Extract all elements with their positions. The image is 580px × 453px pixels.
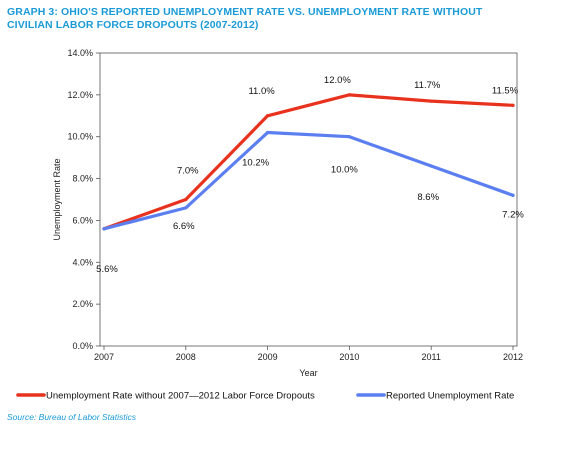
x-tick-label: 2007 (94, 352, 114, 362)
y-tick-label: 4.0% (72, 257, 93, 267)
series-0-point (511, 103, 515, 107)
y-tick-label: 14.0% (67, 48, 93, 58)
data-label: 12.0% (324, 75, 351, 86)
chart-title: GRAPH 3: OHIO'S REPORTED UNEMPLOYMENT RA… (7, 6, 527, 32)
series-1-point (184, 206, 188, 210)
y-tick-label: 8.0% (72, 174, 93, 184)
y-tick-label: 10.0% (67, 132, 93, 142)
y-tick-label: 12.0% (67, 90, 93, 100)
y-axis-label: Unemployment Rate (52, 158, 62, 240)
series-line-1 (102, 130, 515, 231)
data-label: 6.6% (173, 221, 195, 232)
series-line-0 (102, 93, 515, 231)
data-label: 11.5% (492, 85, 519, 96)
series-1-point (347, 135, 351, 139)
series-1-point (429, 164, 433, 168)
data-label: 11.7% (414, 80, 441, 91)
chart-title-line-1: GRAPH 3: OHIO'S REPORTED UNEMPLOYMENT RA… (7, 6, 483, 18)
data-label: 10.0% (331, 165, 358, 176)
source-note: Source: Bureau of Labor Statistics (7, 412, 136, 422)
series-1-point (511, 193, 515, 197)
chart-title-line-2: CIVILIAN LABOR FORCE DROPOUTS (2007-2012… (7, 19, 259, 31)
x-tick-label: 2008 (176, 352, 196, 362)
x-axis-label: Year (299, 368, 317, 378)
source-text: Bureau of Labor Statistics (38, 412, 136, 422)
y-tick-label: 6.0% (72, 215, 93, 225)
data-label: 5.6% (96, 264, 118, 275)
data-label: 10.2% (242, 158, 269, 169)
data-label: 7.0% (177, 166, 199, 177)
x-tick-label: 2010 (339, 352, 359, 362)
y-tick-label: 2.0% (72, 299, 93, 309)
plot-frame (99, 52, 518, 347)
data-label: 8.6% (417, 192, 439, 203)
x-tick-label: 2012 (503, 352, 523, 362)
series-0-point (266, 114, 270, 118)
x-tick-label: 2009 (258, 352, 278, 362)
series-0-point (347, 93, 351, 97)
x-tick-label: 2011 (422, 352, 441, 362)
legend-label-1: Reported Unemployment Rate (386, 391, 514, 402)
series-1-point (102, 227, 106, 231)
series-0-point (429, 99, 433, 103)
data-label: 11.0% (248, 86, 275, 97)
series-0-point (184, 197, 188, 202)
source-prefix: Source: (7, 412, 39, 422)
y-tick-label: 0.0% (72, 341, 93, 351)
series-1-point (266, 130, 270, 135)
data-label: 7.2% (502, 209, 524, 220)
legend-label-0: Unemployment Rate without 2007—2012 Labo… (46, 391, 315, 402)
